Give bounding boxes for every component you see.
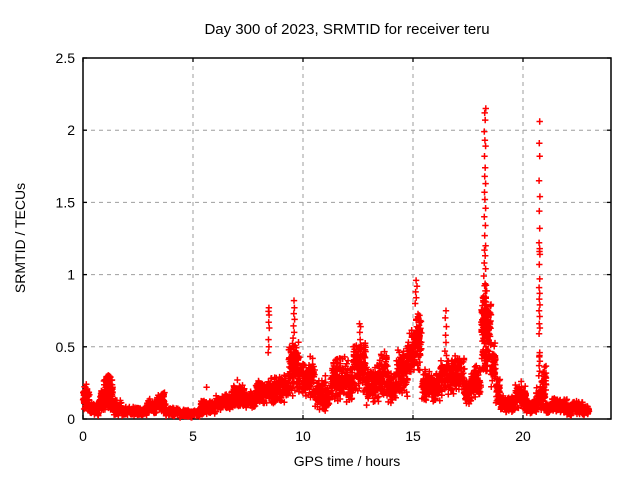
y-tick-label: 0.5 (56, 339, 76, 355)
y-tick-label: 1 (67, 267, 75, 283)
x-tick-label: 15 (405, 428, 421, 444)
x-tick-label: 20 (515, 428, 531, 444)
y-axis-label: SRMTID / TECUs (12, 183, 28, 293)
data-points-layer (79, 105, 593, 421)
y-tick-labels: 0 0.5 1 1.5 2 2.5 (56, 50, 76, 427)
scatter-plus-markers (79, 105, 593, 421)
grid-layer (83, 58, 611, 419)
plot-frame (82, 57, 612, 420)
y-tick-label: 2 (67, 122, 75, 138)
y-tick-label: 1.5 (56, 194, 76, 210)
x-tick-label: 5 (189, 428, 197, 444)
x-axis-label: GPS time / hours (294, 453, 401, 469)
tick-marks-layer (82, 57, 611, 420)
y-tick-label: 0 (67, 411, 75, 427)
x-tick-label: 0 (79, 428, 87, 444)
x-tick-labels: 0 5 10 15 20 (79, 428, 531, 444)
y-tick-label: 2.5 (56, 50, 76, 66)
x-tick-label: 10 (295, 428, 311, 444)
chart-title: Day 300 of 2023, SRMTID for receiver ter… (204, 21, 489, 38)
